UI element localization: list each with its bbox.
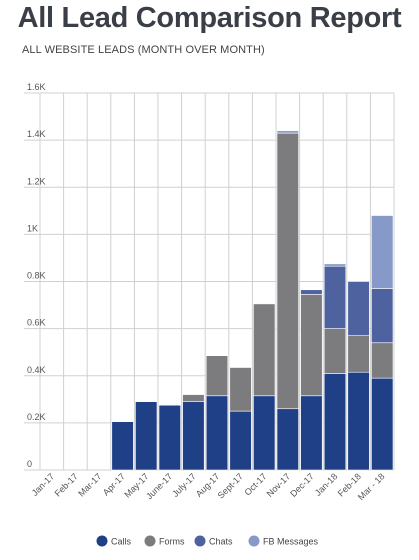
- y-tick-label: 0.8K: [27, 271, 46, 281]
- legend-swatch: [96, 535, 108, 547]
- legend-label: Chats: [209, 537, 233, 547]
- bar-segment-fb-messages: [276, 130, 299, 134]
- bar-segment-calls: [135, 401, 158, 471]
- bar-segment-calls: [347, 371, 370, 471]
- x-tick-label: Sept-17: [216, 471, 245, 500]
- y-tick-label: 1K: [27, 223, 38, 233]
- bar-segment-chats: [300, 289, 323, 295]
- bar-segment-forms: [205, 355, 229, 397]
- legend-swatch: [248, 535, 260, 547]
- bar-segment-forms: [347, 335, 370, 373]
- y-tick-label: 0.4K: [27, 365, 46, 375]
- x-axis-ticks: Jan-17Feb-17Mar-17Apr-17May-17June-17Jul…: [30, 471, 387, 502]
- bar-segment-forms: [323, 328, 347, 374]
- bar-segment-chats: [347, 281, 370, 336]
- bar-segment-fb-messages: [323, 263, 347, 267]
- legend-label: Calls: [111, 537, 132, 547]
- x-tick-label: June-17: [144, 471, 174, 501]
- bar-segment-fb-messages: [371, 215, 394, 289]
- bar-segment-calls: [276, 408, 299, 471]
- bar-segment-calls: [158, 404, 181, 471]
- bar-segment-forms: [229, 367, 252, 412]
- bar-segment-chats: [371, 288, 394, 344]
- bar-segment-forms: [276, 132, 299, 410]
- x-tick-label: Dec-17: [288, 471, 316, 499]
- bar-segment-calls: [371, 377, 394, 471]
- legend-swatch: [194, 535, 206, 547]
- bar-segment-forms: [253, 303, 276, 397]
- bar-segment-calls: [182, 401, 205, 471]
- bars: [111, 130, 394, 471]
- x-tick-label: July-17: [170, 471, 198, 499]
- x-tick-label: Jan-18: [313, 471, 340, 498]
- y-tick-label: 1.2K: [27, 176, 46, 186]
- bar-segment-calls: [229, 410, 252, 471]
- bar-segment-calls: [323, 373, 347, 471]
- y-tick-label: 0: [27, 459, 32, 469]
- legend-label: Forms: [159, 537, 185, 547]
- legend-swatch: [144, 535, 156, 547]
- x-tick-label: Nov-17: [265, 471, 293, 499]
- x-tick-label: Jan-17: [30, 471, 57, 498]
- y-tick-label: 0.6K: [27, 318, 46, 328]
- bar-segment-forms: [300, 294, 323, 397]
- y-axis-ticks: 0 0.2K 0.4K 0.6K 0.8K 1K 1.2K 1.4K 1.6K: [27, 82, 46, 469]
- bar-segment-calls: [253, 395, 276, 471]
- bar-segment-calls: [205, 395, 229, 471]
- bar-segment-forms: [182, 394, 205, 402]
- x-tick-label: Mar-17: [76, 471, 103, 498]
- legend-label: FB Messages: [263, 537, 319, 547]
- chart-subtitle: ALL WEBSITE LEADS (MONTH OVER MONTH): [22, 44, 265, 56]
- y-tick-label: 1.6K: [27, 82, 46, 92]
- bar-segment-calls: [111, 421, 134, 471]
- legend: Calls Forms Chats FB Messages: [96, 535, 319, 547]
- bar-segment-chats: [323, 265, 347, 329]
- x-tick-label: Feb-17: [53, 471, 80, 498]
- chart-title: All Lead Comparison Report: [17, 2, 402, 34]
- bar-segment-forms: [371, 342, 394, 379]
- x-tick-label: Oct-17: [242, 471, 268, 497]
- bar-segment-calls: [300, 395, 323, 471]
- y-tick-label: 1.4K: [27, 129, 46, 139]
- y-tick-label: 0.2K: [27, 412, 46, 422]
